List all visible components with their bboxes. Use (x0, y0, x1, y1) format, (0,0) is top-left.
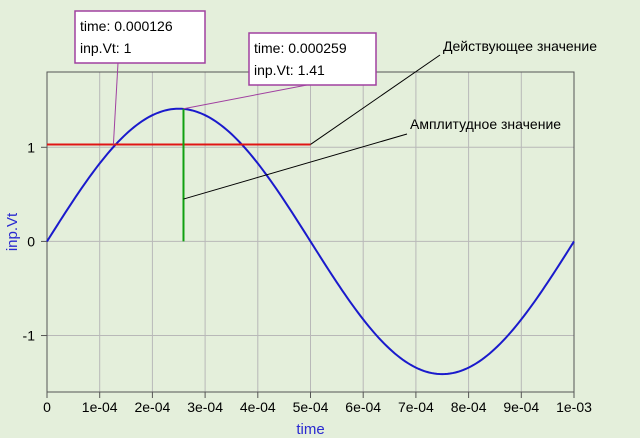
tooltip-text: inp.Vt: 1.41 (254, 62, 325, 78)
y-axis-title: inp.Vt (4, 212, 21, 251)
x-tick-label: 3e-04 (187, 399, 223, 415)
x-tick-label: 9e-04 (503, 399, 539, 415)
series-line-inp-vt (46, 107, 575, 376)
x-tick-label: 1e-03 (556, 399, 592, 415)
y-tick-label: 0 (27, 233, 35, 249)
tooltip-text: inp.Vt: 1 (80, 40, 132, 56)
x-tick-label: 1e-04 (82, 399, 118, 415)
y-axis: -1 0 1 (23, 139, 47, 344)
tooltip-pointer (112, 62, 119, 145)
x-tick-label: 8e-04 (451, 399, 487, 415)
annotation-label: Действующее значение (443, 38, 597, 54)
x-tick-label: 0 (43, 399, 51, 415)
x-axis: 0 1e-04 2e-04 3e-04 4e-04 5e-04 6e-04 7e-04 8e-0… (43, 392, 592, 415)
annotation-label: Амплитудное значение (410, 116, 561, 132)
tooltip-box (248, 32, 377, 86)
y-tick-label: -1 (23, 328, 36, 344)
tooltip-text: time: 0.000126 (80, 18, 173, 34)
markers-group (47, 108, 311, 242)
x-tick-label: 2e-04 (134, 399, 170, 415)
annotation-leader-line (183, 133, 408, 200)
y-tick-label: 1 (27, 139, 35, 155)
x-tick-label: 7e-04 (398, 399, 434, 415)
x-tick-label: 6e-04 (345, 399, 381, 415)
leader-lines (112, 54, 441, 200)
tooltip-pointer (183, 84, 308, 110)
annotations-group: Действующее значение Амплитудное значение (410, 38, 597, 132)
tooltips-group: time: 0.000126 inp.Vt: 1 time: 0.000259 inp… (74, 10, 377, 86)
tooltip-box (74, 10, 206, 64)
x-axis-title: time (296, 421, 324, 438)
annotation-leader-line (310, 54, 441, 145)
x-tick-label: 5e-04 (293, 399, 329, 415)
x-tick-label: 4e-04 (240, 399, 276, 415)
tooltip-text: time: 0.000259 (254, 40, 347, 56)
series-group (46, 107, 575, 376)
